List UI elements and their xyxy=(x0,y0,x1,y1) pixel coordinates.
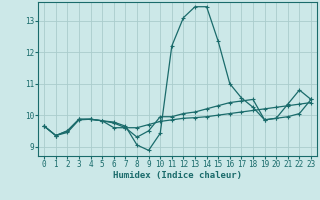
X-axis label: Humidex (Indice chaleur): Humidex (Indice chaleur) xyxy=(113,171,242,180)
